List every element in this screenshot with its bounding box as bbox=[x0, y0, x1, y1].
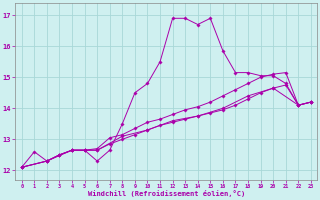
X-axis label: Windchill (Refroidissement éolien,°C): Windchill (Refroidissement éolien,°C) bbox=[88, 190, 245, 197]
